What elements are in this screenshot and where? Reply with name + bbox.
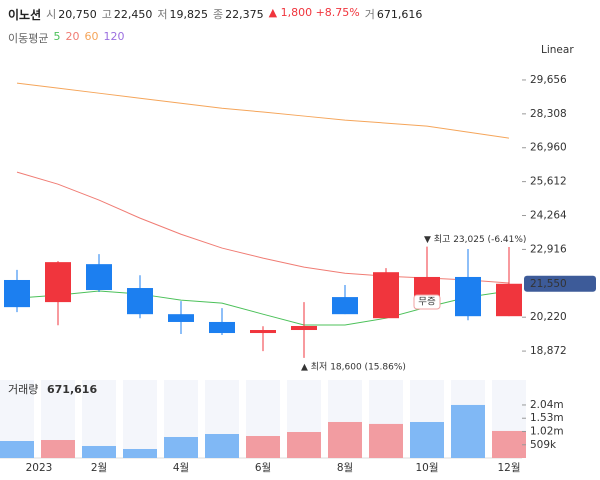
event-badge [413,294,441,310]
y-tick-label: 25,612 [530,176,567,188]
candle-body [332,297,358,315]
volume-column-bg [82,380,116,458]
volume-bar [205,434,239,458]
y-tick-label: 1.53m [530,412,564,424]
volume-bar [123,449,157,458]
y-tick-label: 1.02m [530,425,564,437]
volume-bar [410,421,444,458]
legend-entry: 20 [65,30,80,43]
y-tick-label: 28,308 [530,108,567,120]
current-price-label: 21,550 [530,278,567,290]
y-tick-label: 26,960 [530,142,567,154]
quote: 시 20,750 [46,6,97,23]
legend-title: 이동평균 [8,32,49,45]
candle-body [4,279,30,308]
stock-name: 이노션 [8,8,42,22]
volume-bar [82,445,116,458]
volume-column-bg [123,380,157,458]
quote-value: 20,750 [58,8,97,21]
volume-value: 671,616 [47,383,97,396]
candle-body [86,264,112,291]
candle-body [127,288,153,315]
legend-entry: 60 [84,30,99,43]
volume-bar [164,436,198,458]
x-tick-label: 2023 [26,462,53,474]
quote-label: 시 [46,8,57,21]
candle-body [496,283,522,317]
candle-body [414,276,440,297]
y-tick-label: 22,916 [530,243,567,255]
x-tick-label: 8월 [337,462,353,474]
header: 이노션 시 20,750 고 22,450 저 19,825 종 22,375 ▲ 1,800 +… [8,6,422,23]
legend-entry: 120 [103,30,125,43]
volume-bar [369,423,403,458]
volume-bar [41,440,75,458]
quote-label: 고 [101,8,112,21]
quote: 고 22,450 [102,6,153,23]
y-tick-label: 509k [530,439,557,451]
volume-bar [328,421,362,458]
quote-value: 22,375 [225,8,264,21]
y-tick-label: 18,872 [530,345,567,357]
candle-body [45,262,71,303]
quote-label: 저 [157,8,168,21]
quote-label: 거 [364,8,375,21]
y-tick-label: 2.04m [530,399,564,411]
current-price-badge [524,275,596,292]
x-tick-label: 6월 [255,462,271,474]
quote-value: 671,616 [376,8,423,21]
ma-line [16,82,510,139]
candle-body [209,321,235,334]
quote: 거 671,616 [365,6,423,23]
high-annotation: ▼ 최고 23,025 (-6.41%) [424,234,526,245]
volume-bar [287,432,321,458]
quote-label: 종 [213,8,224,21]
x-tick-label: 4월 [173,462,189,474]
legend-entry: 5 [53,30,61,43]
legend: 이동평균 5 20 60 120 [8,30,124,46]
low-annotation: ▲ 최저 18,600 (15.86%) [301,361,406,372]
x-tick-label: 2월 [91,462,107,474]
quote: 종 22,375 [213,6,264,23]
volume-title: 거래량 [8,383,38,396]
volume-bar [451,404,485,458]
price-change: ▲ 1,800 +8.75% [268,6,360,19]
candle-body [291,325,317,331]
volume-bar [246,436,280,458]
candle-body [373,272,399,319]
quote-value: 19,825 [169,8,209,21]
candle-body [250,330,276,334]
volume-bar [492,430,526,458]
candle-body [455,276,481,317]
y-tick-label: 20,220 [530,311,567,323]
y-tick-label: 24,264 [530,210,567,222]
x-tick-label: 10월 [415,462,438,474]
scale-label: Linear [541,44,574,56]
y-tick-label: 29,656 [530,74,567,86]
volume-bar [0,440,34,458]
quote-value: 22,450 [113,8,153,21]
x-tick-label: 12월 [497,462,520,474]
event-label: 무증 [418,297,436,308]
candle-body [168,314,194,322]
quote: 저 19,825 [157,6,208,23]
